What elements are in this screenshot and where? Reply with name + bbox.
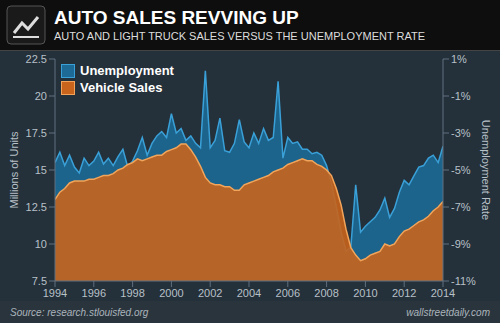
svg-text:2008: 2008 bbox=[314, 287, 338, 299]
svg-text:1994: 1994 bbox=[43, 287, 67, 299]
html-text:Source: research.stlouisfed.or: Source: research.stlouisfed.org bbox=[10, 306, 149, 318]
svg-text:-9%: -9% bbox=[451, 238, 471, 250]
svg-text:2010: 2010 bbox=[353, 287, 377, 299]
svg-text:1996: 1996 bbox=[82, 287, 106, 299]
svg-text:17.5: 17.5 bbox=[26, 127, 47, 139]
svg-text:12.5: 12.5 bbox=[26, 201, 47, 213]
svg-text:1%: 1% bbox=[451, 53, 467, 65]
html-text:AUTO SALES REVVING UP: AUTO SALES REVVING UP bbox=[54, 7, 299, 28]
svg-text:2006: 2006 bbox=[276, 287, 300, 299]
svg-text:-7%: -7% bbox=[451, 201, 471, 213]
svg-text:15: 15 bbox=[35, 164, 47, 176]
svg-text:22.5: 22.5 bbox=[26, 53, 47, 65]
svg-text:2002: 2002 bbox=[198, 287, 222, 299]
html-text:AUTO AND LIGHT TRUCK SALES VER: AUTO AND LIGHT TRUCK SALES VERSUS THE UN… bbox=[54, 30, 425, 42]
svg-text:7.5: 7.5 bbox=[32, 275, 47, 287]
svg-text:-11%: -11% bbox=[451, 275, 476, 287]
svg-text:2012: 2012 bbox=[392, 287, 416, 299]
svg-text:Unemployment Rate: Unemployment Rate bbox=[480, 120, 492, 220]
svg-text:-1%: -1% bbox=[451, 90, 471, 102]
svg-text:Millions of Units: Millions of Units bbox=[8, 131, 20, 209]
html-text:wallstreetdaily.com: wallstreetdaily.com bbox=[406, 306, 490, 318]
svg-text:10: 10 bbox=[35, 238, 47, 250]
svg-text:-5%: -5% bbox=[451, 164, 471, 176]
html-text:Vehicle Sales: Vehicle Sales bbox=[80, 80, 163, 95]
svg-text:2004: 2004 bbox=[237, 287, 261, 299]
html-text:Unemployment: Unemployment bbox=[80, 63, 174, 78]
svg-text:20: 20 bbox=[35, 90, 47, 102]
svg-text:-3%: -3% bbox=[451, 127, 471, 139]
svg-text:2000: 2000 bbox=[159, 287, 183, 299]
svg-text:1998: 1998 bbox=[120, 287, 144, 299]
svg-text:2014: 2014 bbox=[431, 287, 455, 299]
